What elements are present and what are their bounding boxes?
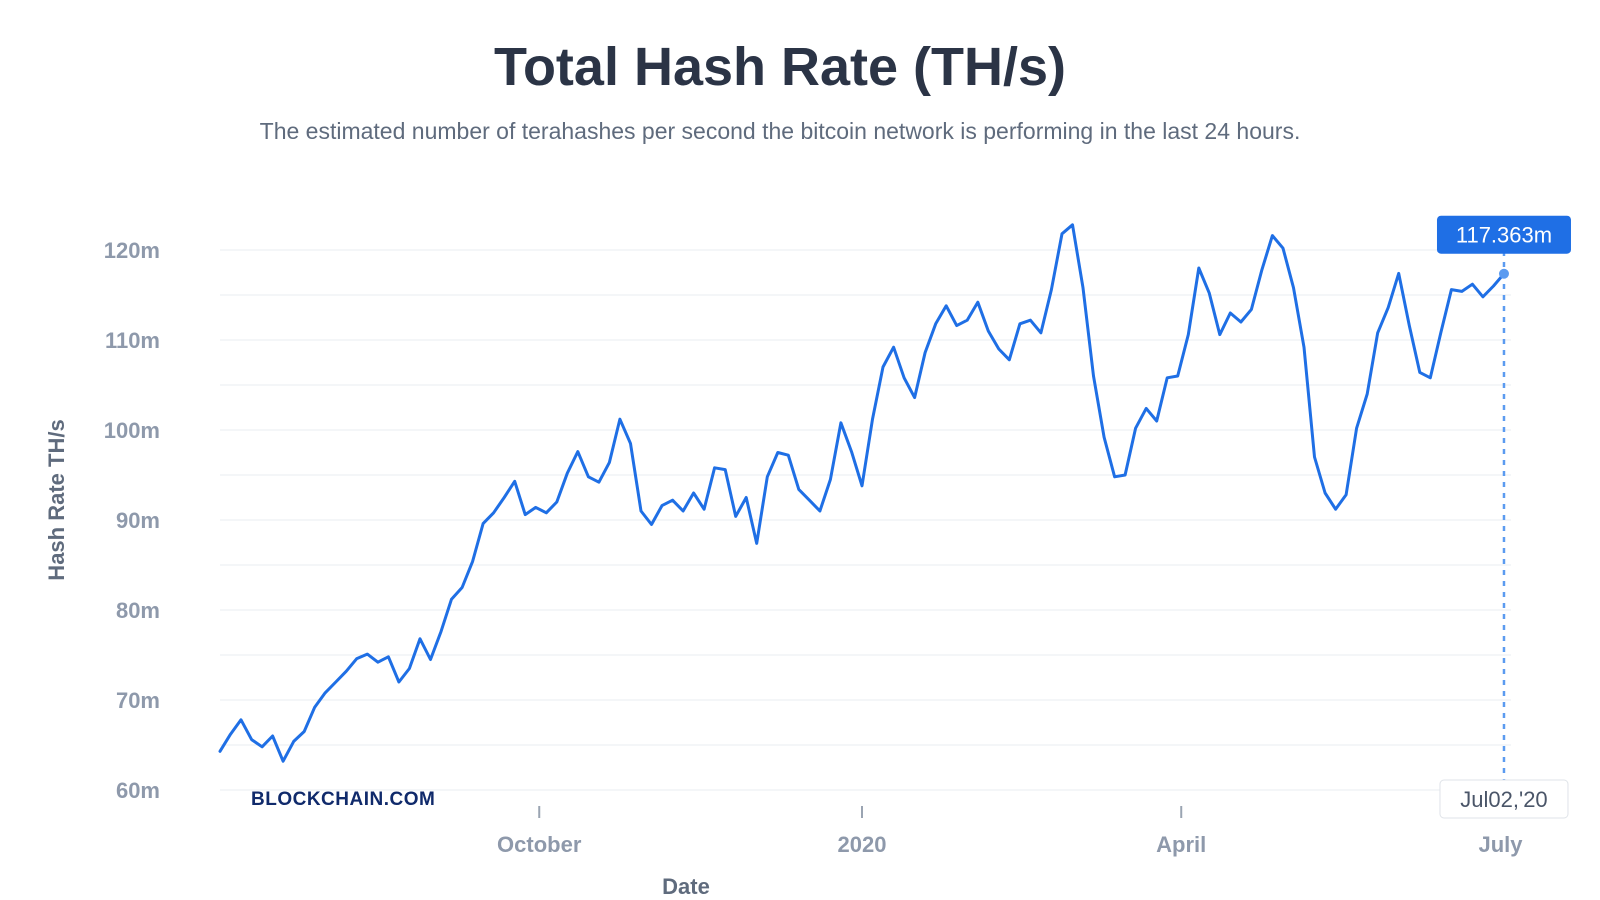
y-axis-ticks: 60m 70m 80m 90m 100m 110m 120m bbox=[104, 238, 160, 803]
date-tooltip: Jul02,'20 bbox=[1439, 779, 1569, 819]
value-tooltip-text: 117.363m bbox=[1456, 223, 1552, 248]
blockchain-watermark: BLOCKCHAIN.COM bbox=[251, 789, 435, 810]
y-tick-label: 90m bbox=[116, 508, 160, 533]
y-tick-label: 70m bbox=[116, 688, 160, 713]
x-tick-label: July bbox=[1478, 832, 1523, 857]
y-tick-label: 60m bbox=[116, 778, 160, 803]
y-tick-label: 120m bbox=[104, 238, 160, 263]
hover-point[interactable] bbox=[1498, 268, 1509, 279]
series-layer bbox=[218, 223, 1506, 763]
x-tick-label: October bbox=[497, 832, 582, 857]
x-tick-label: April bbox=[1156, 832, 1206, 857]
x-tick-label: 2020 bbox=[838, 832, 887, 857]
x-axis-title: Date bbox=[662, 874, 710, 899]
x-axis-ticks: October 2020 April July bbox=[497, 806, 1523, 857]
chart-subtitle: The estimated number of terahashes per s… bbox=[259, 118, 1301, 144]
y-tick-label: 100m bbox=[104, 418, 160, 443]
date-tooltip-bg bbox=[1439, 779, 1569, 819]
series-line bbox=[218, 223, 1506, 763]
value-tooltip-bg bbox=[1436, 215, 1571, 254]
y-tick-label: 80m bbox=[116, 598, 160, 623]
date-tooltip-text: Jul02,'20 bbox=[1460, 787, 1547, 812]
y-tick-label: 110m bbox=[105, 328, 160, 353]
value-tooltip: 117.363m bbox=[1436, 215, 1571, 254]
chart-title: Total Hash Rate (TH/s) bbox=[493, 37, 1067, 97]
y-axis-title: Hash Rate TH/s bbox=[44, 419, 69, 580]
grid-lines bbox=[220, 249, 1511, 791]
